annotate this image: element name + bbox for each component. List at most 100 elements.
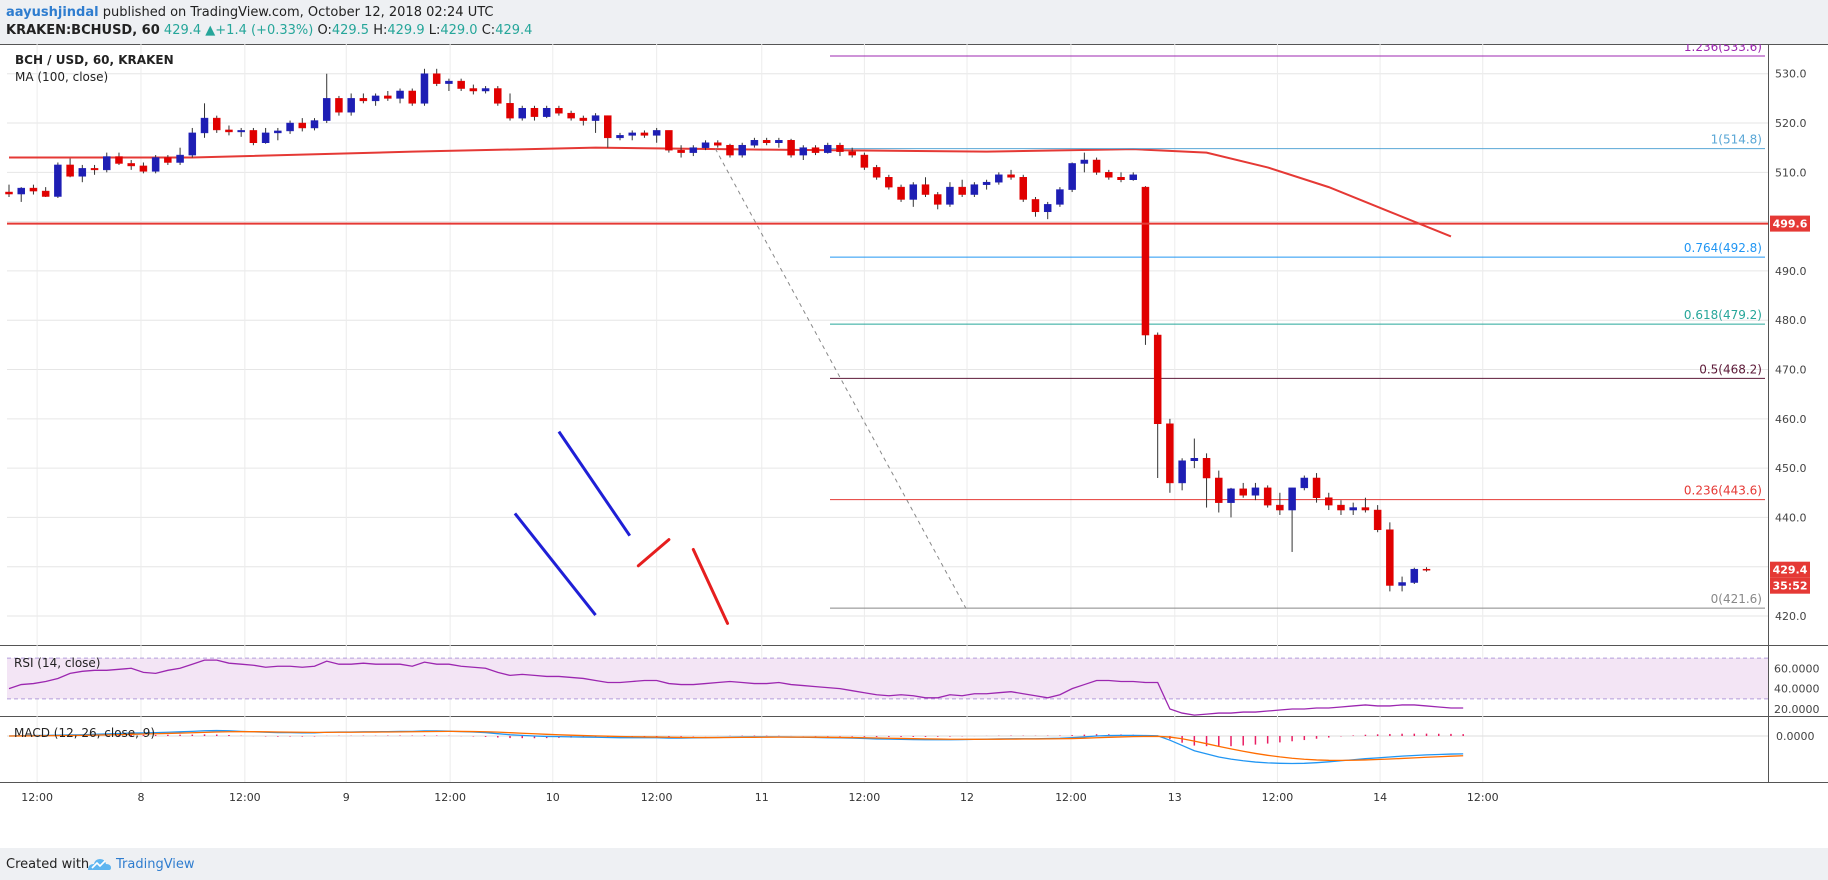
price-tick-label: 440.0 xyxy=(1775,511,1807,524)
candle-body xyxy=(811,147,820,153)
fib-level-label: 0.618(479.2) xyxy=(1684,308,1762,322)
symbol-label: KRAKEN:BCHUSD, 60 xyxy=(6,23,160,38)
rsi-title: RSI (14, close) xyxy=(14,656,100,670)
candle-body xyxy=(738,144,746,156)
last-price: 429.4 xyxy=(163,23,202,38)
candle-body xyxy=(677,149,685,153)
resistance-price-tag-text: 499.6 xyxy=(1773,218,1808,231)
candle-body xyxy=(384,95,392,99)
candle-body xyxy=(604,115,612,139)
candle-body xyxy=(701,142,710,148)
candle-body xyxy=(1153,334,1162,425)
candle-body xyxy=(848,151,856,156)
candle-body xyxy=(579,117,588,121)
price-tick-label: 450.0 xyxy=(1775,462,1807,475)
tradingview-brand[interactable]: TradingView xyxy=(116,857,195,872)
time-tick-label: 12:00 xyxy=(434,791,466,804)
time-tick-label: 12:00 xyxy=(1055,791,1087,804)
candle-body xyxy=(982,181,991,185)
candle-body xyxy=(1373,509,1382,531)
candle-body xyxy=(1288,487,1296,511)
indicator-panes xyxy=(7,657,1768,765)
chart-canvas[interactable]: 1.236(533.6) 1(514.8) 0.764(492.8) 0.618(47… xyxy=(0,44,1828,848)
rsi-tick-label: 60.0000 xyxy=(1774,662,1820,675)
candle-body xyxy=(469,88,478,92)
candle-body xyxy=(225,129,233,133)
candle-body xyxy=(1337,504,1345,511)
candle-body xyxy=(1105,172,1113,178)
candle-body xyxy=(1190,458,1199,461)
candle-body xyxy=(567,112,575,119)
candle-body xyxy=(970,184,979,195)
candle-body xyxy=(1007,174,1015,178)
candle-body xyxy=(494,88,502,104)
candle-body xyxy=(689,147,698,153)
candle-body xyxy=(1068,163,1076,190)
candle-body xyxy=(54,164,62,197)
rsi-tick-label: 40.0000 xyxy=(1774,683,1820,696)
candle-body xyxy=(78,168,87,177)
fib-level-label: 1.236(533.6) xyxy=(1684,44,1762,54)
candle-body xyxy=(823,144,832,153)
fib-level-label: 0(421.6) xyxy=(1711,592,1762,606)
candle-body xyxy=(261,132,270,144)
candle-body xyxy=(298,122,307,129)
candle-body xyxy=(946,186,954,205)
candle-body xyxy=(481,88,490,92)
time-tick-label: 9 xyxy=(343,791,350,804)
rsi-band xyxy=(7,658,1768,699)
price-tick-label: 420.0 xyxy=(1775,610,1807,623)
time-tick-label: 12:00 xyxy=(229,791,261,804)
fib-level-label: 1(514.8) xyxy=(1711,133,1762,147)
candle-body xyxy=(1325,497,1333,506)
price-change: +1.4 (+0.33%) xyxy=(215,23,314,38)
price-tick-label: 510.0 xyxy=(1775,166,1807,179)
main-pane xyxy=(0,44,1828,645)
time-tick-label: 12:00 xyxy=(849,791,881,804)
candle-body xyxy=(1019,177,1028,200)
candle-body xyxy=(640,132,649,136)
price-tick-label: 520.0 xyxy=(1775,117,1807,130)
time-tick-label: 13 xyxy=(1168,791,1182,804)
candle-body xyxy=(176,154,184,163)
chart-header: aayushjindal published on TradingView.co… xyxy=(0,0,1828,44)
last-price-tag xyxy=(1770,561,1810,578)
candle-body xyxy=(530,107,539,117)
candle-body xyxy=(420,73,429,104)
axes: 420.0430.0440.0450.0460.0470.0480.0490.0… xyxy=(21,68,1819,804)
candle-body xyxy=(860,154,869,168)
candle-body xyxy=(347,98,355,113)
rsi-line xyxy=(8,659,1464,716)
candle-body xyxy=(335,98,343,113)
high-value: 429.9 xyxy=(387,23,425,38)
candle-body xyxy=(1141,186,1150,336)
candle-body xyxy=(591,115,600,121)
candle-body xyxy=(1166,423,1174,484)
candle-body xyxy=(555,107,563,114)
candle-body xyxy=(249,130,258,144)
open-label: O: xyxy=(317,23,332,38)
channel-upper-line xyxy=(557,430,632,537)
candle-body xyxy=(506,103,514,119)
candle-body xyxy=(714,142,722,146)
candle-body xyxy=(322,98,331,121)
candle-body xyxy=(408,90,417,104)
candle-body xyxy=(665,130,673,151)
fib-level-label: 0.5(468.2) xyxy=(1699,362,1762,376)
ma-layer xyxy=(9,146,1452,238)
candle-body xyxy=(1398,582,1406,586)
author-link[interactable]: aayushjindal xyxy=(6,5,99,20)
candle-body xyxy=(799,147,808,156)
rsi-tick-label: 20.0000 xyxy=(1774,703,1820,716)
candle-body xyxy=(286,122,294,132)
countdown-tag xyxy=(1770,577,1810,594)
publish-line: aayushjindal published on TradingView.co… xyxy=(6,5,493,20)
candle-body xyxy=(237,130,245,133)
candle-body xyxy=(1349,507,1357,511)
candle-body xyxy=(310,120,319,129)
candle-body xyxy=(1129,174,1137,180)
resistance-price-tag xyxy=(1770,215,1810,232)
time-tick-label: 11 xyxy=(755,791,769,804)
candle-body xyxy=(1202,458,1211,479)
candle-body xyxy=(164,157,172,163)
